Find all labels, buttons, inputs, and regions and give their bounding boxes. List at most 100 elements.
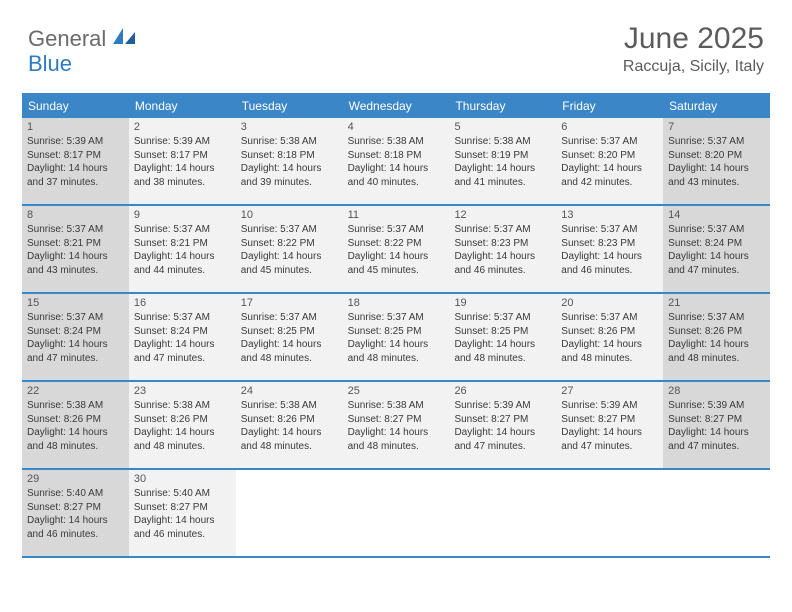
day-detail: and 45 minutes. <box>348 264 445 278</box>
day-detail: Daylight: 14 hours <box>668 338 765 352</box>
day-number: 22 <box>27 385 124 397</box>
day-detail: Sunset: 8:27 PM <box>454 413 551 427</box>
logo: General Blue <box>28 22 135 77</box>
day-detail: Sunset: 8:24 PM <box>27 325 124 339</box>
weekday-header: Monday <box>129 95 236 118</box>
day-detail: and 43 minutes. <box>668 176 765 190</box>
day-detail: Sunrise: 5:38 AM <box>241 399 338 413</box>
week-row: 15Sunrise: 5:37 AMSunset: 8:24 PMDayligh… <box>22 294 770 382</box>
day-number: 24 <box>241 385 338 397</box>
day-cell: 8Sunrise: 5:37 AMSunset: 8:21 PMDaylight… <box>22 206 129 292</box>
day-number: 2 <box>134 121 231 133</box>
day-detail: Daylight: 14 hours <box>134 338 231 352</box>
day-detail: and 47 minutes. <box>134 352 231 366</box>
location: Raccuja, Sicily, Italy <box>623 58 764 76</box>
day-detail: Sunrise: 5:37 AM <box>454 311 551 325</box>
day-detail: Daylight: 14 hours <box>27 250 124 264</box>
day-detail: and 47 minutes. <box>668 264 765 278</box>
day-detail: Sunset: 8:25 PM <box>454 325 551 339</box>
day-detail: Daylight: 14 hours <box>27 426 124 440</box>
day-detail: Daylight: 14 hours <box>27 338 124 352</box>
day-detail: and 46 minutes. <box>134 528 231 542</box>
day-detail: Sunset: 8:25 PM <box>241 325 338 339</box>
day-detail: Sunset: 8:17 PM <box>134 149 231 163</box>
day-detail: and 47 minutes. <box>561 440 658 454</box>
day-number: 12 <box>454 209 551 221</box>
day-detail: and 48 minutes. <box>134 440 231 454</box>
day-detail: and 48 minutes. <box>561 352 658 366</box>
weeks-container: 1Sunrise: 5:39 AMSunset: 8:17 PMDaylight… <box>22 118 770 558</box>
logo-text-general: General <box>28 26 106 51</box>
day-detail: Sunrise: 5:38 AM <box>241 135 338 149</box>
day-detail: Sunrise: 5:39 AM <box>454 399 551 413</box>
day-cell: 13Sunrise: 5:37 AMSunset: 8:23 PMDayligh… <box>556 206 663 292</box>
day-detail: and 48 minutes. <box>348 440 445 454</box>
day-cell: 14Sunrise: 5:37 AMSunset: 8:24 PMDayligh… <box>663 206 770 292</box>
day-detail: Sunrise: 5:38 AM <box>134 399 231 413</box>
day-number: 26 <box>454 385 551 397</box>
day-detail: and 41 minutes. <box>454 176 551 190</box>
day-detail: and 43 minutes. <box>27 264 124 278</box>
day-detail: Sunrise: 5:37 AM <box>454 223 551 237</box>
day-detail: Sunset: 8:27 PM <box>134 501 231 515</box>
day-detail: and 42 minutes. <box>561 176 658 190</box>
day-detail: Daylight: 14 hours <box>134 426 231 440</box>
day-detail: Sunrise: 5:40 AM <box>134 487 231 501</box>
day-detail: Daylight: 14 hours <box>668 426 765 440</box>
day-number: 13 <box>561 209 658 221</box>
week-row: 1Sunrise: 5:39 AMSunset: 8:17 PMDaylight… <box>22 118 770 206</box>
day-number: 11 <box>348 209 445 221</box>
day-detail: Sunset: 8:23 PM <box>561 237 658 251</box>
day-detail: Sunset: 8:24 PM <box>668 237 765 251</box>
day-cell: 21Sunrise: 5:37 AMSunset: 8:26 PMDayligh… <box>663 294 770 380</box>
day-detail: Sunrise: 5:39 AM <box>561 399 658 413</box>
day-detail: Sunrise: 5:39 AM <box>27 135 124 149</box>
month-title: June 2025 <box>623 22 764 56</box>
day-cell: 7Sunrise: 5:37 AMSunset: 8:20 PMDaylight… <box>663 118 770 204</box>
day-number: 21 <box>668 297 765 309</box>
day-cell: 5Sunrise: 5:38 AMSunset: 8:19 PMDaylight… <box>449 118 556 204</box>
week-row: 22Sunrise: 5:38 AMSunset: 8:26 PMDayligh… <box>22 382 770 470</box>
day-number: 4 <box>348 121 445 133</box>
day-detail: Daylight: 14 hours <box>561 162 658 176</box>
day-cell: 10Sunrise: 5:37 AMSunset: 8:22 PMDayligh… <box>236 206 343 292</box>
day-number: 6 <box>561 121 658 133</box>
day-detail: Daylight: 14 hours <box>241 250 338 264</box>
day-number: 5 <box>454 121 551 133</box>
day-number: 9 <box>134 209 231 221</box>
day-cell: 24Sunrise: 5:38 AMSunset: 8:26 PMDayligh… <box>236 382 343 468</box>
day-detail: Sunset: 8:27 PM <box>668 413 765 427</box>
logo-sail-icon <box>113 28 135 44</box>
day-cell: 17Sunrise: 5:37 AMSunset: 8:25 PMDayligh… <box>236 294 343 380</box>
day-number: 3 <box>241 121 338 133</box>
calendar: SundayMondayTuesdayWednesdayThursdayFrid… <box>22 93 770 558</box>
day-detail: Sunrise: 5:37 AM <box>134 223 231 237</box>
day-number: 19 <box>454 297 551 309</box>
day-number: 20 <box>561 297 658 309</box>
day-detail: Sunset: 8:25 PM <box>348 325 445 339</box>
day-detail: Sunset: 8:26 PM <box>241 413 338 427</box>
day-number: 10 <box>241 209 338 221</box>
day-number: 29 <box>27 473 124 485</box>
day-detail: Daylight: 14 hours <box>241 162 338 176</box>
day-detail: and 47 minutes. <box>27 352 124 366</box>
day-detail: Daylight: 14 hours <box>561 426 658 440</box>
day-detail: Daylight: 14 hours <box>561 338 658 352</box>
day-detail: Sunset: 8:20 PM <box>561 149 658 163</box>
day-detail: Sunrise: 5:38 AM <box>348 135 445 149</box>
weekday-header-row: SundayMondayTuesdayWednesdayThursdayFrid… <box>22 95 770 118</box>
day-cell: 22Sunrise: 5:38 AMSunset: 8:26 PMDayligh… <box>22 382 129 468</box>
day-detail: Daylight: 14 hours <box>27 162 124 176</box>
day-detail: Sunset: 8:20 PM <box>668 149 765 163</box>
logo-text-blue: Blue <box>28 51 72 76</box>
day-detail: Daylight: 14 hours <box>454 162 551 176</box>
day-detail: Sunset: 8:23 PM <box>454 237 551 251</box>
day-cell: 16Sunrise: 5:37 AMSunset: 8:24 PMDayligh… <box>129 294 236 380</box>
day-detail: Sunset: 8:27 PM <box>348 413 445 427</box>
weekday-header: Thursday <box>449 95 556 118</box>
day-detail: and 47 minutes. <box>668 440 765 454</box>
day-detail: Sunrise: 5:37 AM <box>348 223 445 237</box>
day-number: 16 <box>134 297 231 309</box>
day-cell: 11Sunrise: 5:37 AMSunset: 8:22 PMDayligh… <box>343 206 450 292</box>
day-cell-empty <box>236 470 343 556</box>
